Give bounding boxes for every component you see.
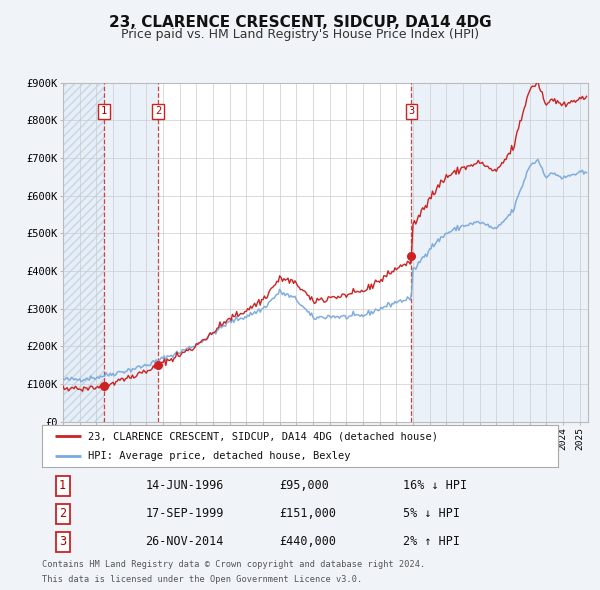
Bar: [412, 83, 588, 422]
Text: £440,000: £440,000: [280, 535, 337, 548]
Bar: [104, 83, 158, 422]
Text: 2: 2: [155, 106, 161, 116]
Text: 23, CLARENCE CRESCENT, SIDCUP, DA14 4DG: 23, CLARENCE CRESCENT, SIDCUP, DA14 4DG: [109, 15, 491, 30]
Text: 1: 1: [101, 106, 107, 116]
Text: Price paid vs. HM Land Registry's House Price Index (HPI): Price paid vs. HM Land Registry's House …: [121, 28, 479, 41]
Text: 23, CLARENCE CRESCENT, SIDCUP, DA14 4DG (detached house): 23, CLARENCE CRESCENT, SIDCUP, DA14 4DG …: [88, 431, 439, 441]
Text: HPI: Average price, detached house, Bexley: HPI: Average price, detached house, Bexl…: [88, 451, 351, 461]
Text: This data is licensed under the Open Government Licence v3.0.: This data is licensed under the Open Gov…: [42, 575, 362, 584]
Text: 3: 3: [408, 106, 415, 116]
Text: 3: 3: [59, 535, 66, 548]
Bar: [63, 83, 104, 422]
Text: Contains HM Land Registry data © Crown copyright and database right 2024.: Contains HM Land Registry data © Crown c…: [42, 560, 425, 569]
Text: £95,000: £95,000: [280, 480, 329, 493]
Text: 1: 1: [59, 480, 66, 493]
Text: 5% ↓ HPI: 5% ↓ HPI: [403, 507, 460, 520]
Text: 16% ↓ HPI: 16% ↓ HPI: [403, 480, 467, 493]
Text: 26-NOV-2014: 26-NOV-2014: [145, 535, 224, 548]
Text: 14-JUN-1996: 14-JUN-1996: [145, 480, 224, 493]
Text: 17-SEP-1999: 17-SEP-1999: [145, 507, 224, 520]
Text: 2% ↑ HPI: 2% ↑ HPI: [403, 535, 460, 548]
Text: £151,000: £151,000: [280, 507, 337, 520]
Text: 2: 2: [59, 507, 66, 520]
